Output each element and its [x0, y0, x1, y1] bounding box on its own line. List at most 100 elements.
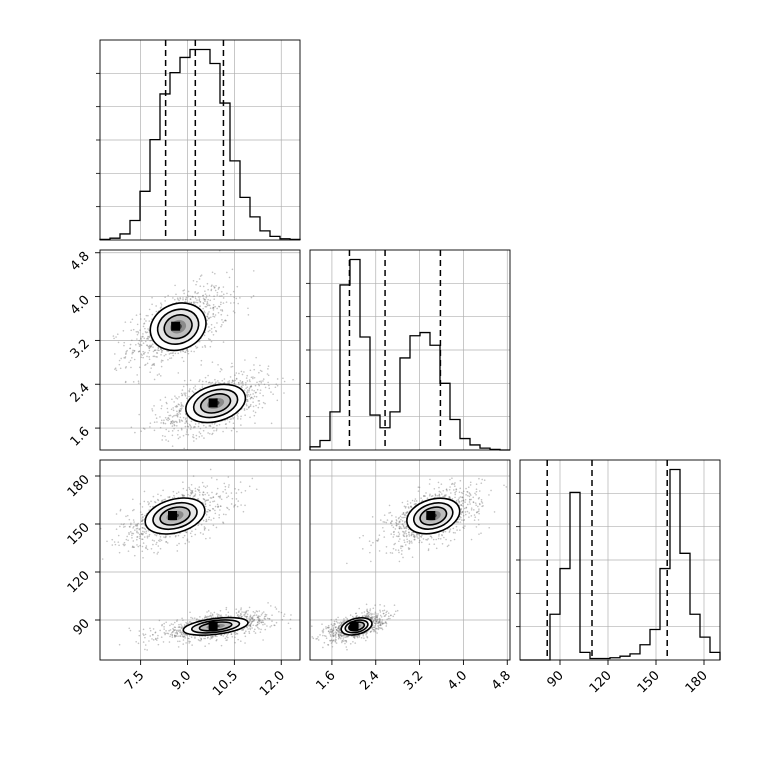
sample-point: [328, 626, 330, 629]
sample-point: [238, 372, 240, 375]
sample-point: [198, 494, 201, 496]
sample-point: [152, 628, 155, 630]
sample-point: [141, 513, 144, 516]
sample-point: [462, 499, 464, 502]
sample-point: [194, 292, 196, 294]
sample-point: [248, 632, 251, 635]
sample-point: [185, 433, 188, 436]
sample-point: [257, 383, 260, 386]
sample-point: [399, 538, 401, 540]
sample-point: [184, 637, 186, 639]
sample-point: [191, 490, 193, 493]
sample-point: [227, 636, 229, 639]
sample-point: [171, 430, 174, 432]
sample-point: [466, 510, 469, 513]
sample-point: [130, 523, 132, 526]
sample-point: [192, 426, 195, 429]
sample-point: [170, 357, 173, 359]
sample-point: [154, 349, 157, 351]
sample-point: [195, 618, 198, 621]
sample-point: [410, 505, 412, 508]
sample-point: [193, 617, 196, 619]
sample-point: [252, 401, 254, 404]
sample-point: [177, 630, 180, 633]
sample-point: [441, 493, 443, 495]
sample-point: [151, 633, 154, 636]
sample-point: [408, 535, 411, 537]
sample-point: [234, 504, 237, 506]
sample-point: [257, 618, 260, 621]
sample-point: [173, 298, 176, 301]
sample-point: [203, 637, 205, 640]
sample-point: [151, 409, 154, 412]
sample-point: [214, 289, 217, 292]
sample-point: [402, 530, 404, 533]
sample-point: [208, 329, 211, 332]
sample-point: [433, 543, 436, 545]
sample-point: [209, 615, 211, 617]
sample-point: [180, 623, 182, 626]
sample-point: [245, 387, 247, 390]
sample-point: [335, 636, 337, 638]
sample-point: [126, 514, 129, 517]
sample-point: [401, 520, 404, 522]
sample-point: [124, 543, 126, 546]
sample-point: [147, 503, 150, 506]
sample-point: [448, 531, 451, 533]
sample-point: [458, 500, 461, 503]
sample-point: [227, 611, 230, 614]
sample-point: [470, 508, 473, 511]
sample-point: [402, 513, 405, 515]
sample-point: [404, 527, 406, 530]
sample-point: [144, 514, 146, 517]
sample-point: [246, 617, 248, 619]
sample-point: [229, 418, 231, 421]
sample-point: [460, 500, 463, 502]
sample-point: [412, 533, 415, 536]
sample-point: [215, 429, 218, 432]
sample-point: [135, 343, 137, 346]
sample-point: [257, 406, 260, 409]
sample-point: [172, 352, 174, 354]
sample-point: [204, 486, 207, 489]
sample-point: [173, 401, 175, 403]
sample-point: [245, 394, 248, 396]
sample-point: [145, 532, 147, 534]
sample-point: [462, 502, 464, 505]
sample-point: [188, 488, 191, 491]
sample-point: [249, 619, 252, 622]
sample-point: [218, 382, 221, 384]
sample-point: [201, 481, 204, 484]
sample-point: [153, 405, 155, 407]
sample-point: [444, 530, 447, 533]
sample-point: [162, 641, 165, 643]
sample-point: [420, 497, 422, 499]
sample-point: [256, 381, 258, 384]
sample-point: [186, 429, 188, 431]
sample-point: [269, 626, 271, 628]
sample-point: [473, 514, 476, 516]
sample-point: [199, 532, 202, 534]
sample-point: [375, 618, 377, 621]
sample-point: [153, 355, 156, 358]
sample-point: [182, 298, 184, 301]
sample-point: [460, 516, 462, 519]
sample-point: [188, 389, 190, 392]
sample-point: [245, 615, 248, 618]
sample-point: [381, 619, 384, 621]
sample-point: [207, 312, 209, 315]
sample-point: [228, 508, 230, 511]
sample-point: [182, 385, 185, 388]
sample-point: [171, 497, 174, 499]
sample-point: [403, 532, 406, 535]
sample-point: [402, 531, 405, 533]
sample-point: [192, 301, 195, 304]
sample-point: [140, 430, 142, 433]
sample-point: [462, 499, 465, 501]
sample-point: [262, 380, 264, 382]
sample-point: [144, 351, 146, 354]
sample-point: [210, 382, 212, 384]
sample-point: [236, 430, 238, 433]
sample-point: [196, 618, 198, 620]
